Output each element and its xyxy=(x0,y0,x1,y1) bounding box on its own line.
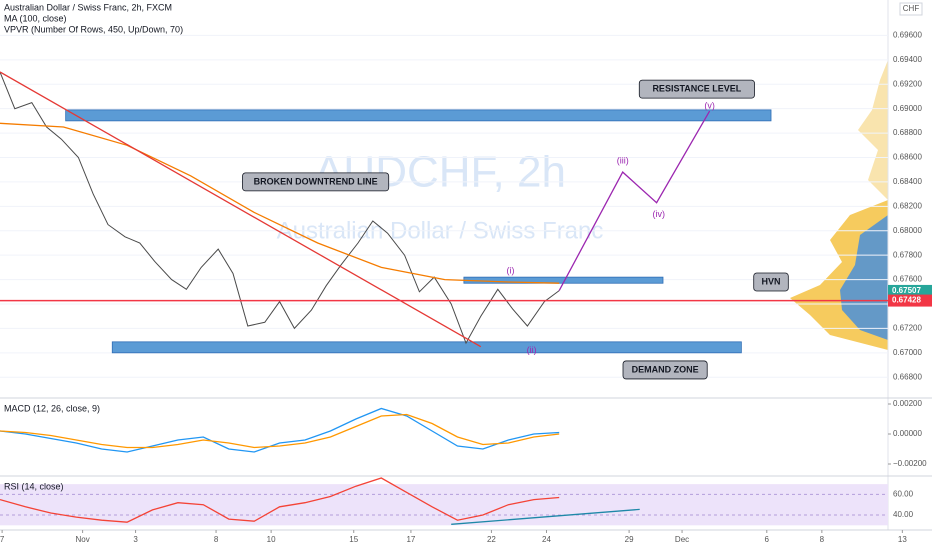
y-tick-label: 0.69600 xyxy=(893,31,922,40)
series-line xyxy=(0,71,560,345)
pane-title: MACD (12, 26, close, 9) xyxy=(4,403,100,413)
y-tick-label: 60.00 xyxy=(893,490,914,499)
annotation: DEMAND ZONE xyxy=(632,364,699,374)
indicator-label: VPVR (Number Of Rows, 450, Up/Down, 70) xyxy=(4,24,183,34)
y-tick-label: 0.67800 xyxy=(893,250,922,259)
wave-label: (iv) xyxy=(653,209,666,219)
x-tick-label: Dec xyxy=(675,535,689,544)
x-tick-label: 10 xyxy=(267,535,276,544)
annotation: BROKEN DOWNTREND LINE xyxy=(254,176,378,186)
series-line xyxy=(451,508,640,525)
currency: CHF xyxy=(903,4,920,13)
x-tick-label: 29 xyxy=(625,535,634,544)
wave-label: (iii) xyxy=(617,156,629,166)
annotation-box xyxy=(638,79,755,99)
annotation: HVN xyxy=(762,276,781,286)
series-line xyxy=(558,110,711,291)
wave-label: (i) xyxy=(506,265,514,275)
x-tick-label: Nov xyxy=(75,535,89,544)
volume-profile xyxy=(790,60,888,350)
annotation-box xyxy=(242,172,390,192)
annotation-box xyxy=(622,360,708,380)
y-tick-label: 0.68200 xyxy=(893,201,922,210)
vp-lower-down xyxy=(840,215,888,340)
y-tick-label: 0.69000 xyxy=(893,104,922,113)
y-tick-label: 0.67600 xyxy=(893,275,922,284)
y-tick-label: 0.68000 xyxy=(893,226,922,235)
y-tick-label: 0.69400 xyxy=(893,55,922,64)
x-tick-label: 24 xyxy=(542,535,551,544)
x-tick-label: 6 xyxy=(765,535,770,544)
x-tick-label: 15 xyxy=(349,535,358,544)
zone xyxy=(65,109,772,122)
x-tick-label: 3 xyxy=(133,535,138,544)
annotation-box xyxy=(753,272,789,292)
y-tick-label: 0.68400 xyxy=(893,177,922,186)
y-tick-label: 0.00000 xyxy=(893,429,922,438)
x-tick-label: 13 xyxy=(898,535,907,544)
series-line xyxy=(0,407,560,453)
series-line xyxy=(0,477,560,523)
series-line xyxy=(0,122,560,284)
indicator-label: MA (100, close) xyxy=(4,13,67,23)
price-label: 0.67428 xyxy=(892,296,921,305)
x-tick-label: 17 xyxy=(406,535,415,544)
price-label-bg xyxy=(888,284,932,297)
zone xyxy=(111,341,742,354)
y-tick-label: 0.69200 xyxy=(893,79,922,88)
y-tick-label: 0.00200 xyxy=(893,399,922,408)
vp-upper xyxy=(858,60,888,200)
price-label: 0.67507 xyxy=(892,286,921,295)
y-tick-label: 0.67000 xyxy=(893,348,922,357)
y-tick-label: 40.00 xyxy=(893,510,914,519)
x-tick-label: 22 xyxy=(487,535,496,544)
y-tick-label: 0.68800 xyxy=(893,128,922,137)
x-tick-label: 8 xyxy=(820,535,825,544)
y-tick-label: 0.67200 xyxy=(893,324,922,333)
y-tick-label: −0.00200 xyxy=(893,459,927,468)
pane-title: RSI (14, close) xyxy=(4,481,64,491)
y-tick-label: 0.66800 xyxy=(893,372,922,381)
rsi-band xyxy=(0,484,888,526)
annotation: RESISTANCE LEVEL xyxy=(652,83,741,93)
series-line xyxy=(0,413,560,449)
wave-label: (v) xyxy=(704,101,715,111)
pane-title: Australian Dollar / Swiss Franc, 2h, FXC… xyxy=(4,2,172,12)
wave-label: (ii) xyxy=(527,345,537,355)
x-tick-label: 7 xyxy=(0,535,5,544)
currency-badge xyxy=(899,2,923,16)
price-label-bg xyxy=(888,294,932,307)
x-tick-label: 8 xyxy=(214,535,219,544)
y-tick-label: 0.68600 xyxy=(893,153,922,162)
